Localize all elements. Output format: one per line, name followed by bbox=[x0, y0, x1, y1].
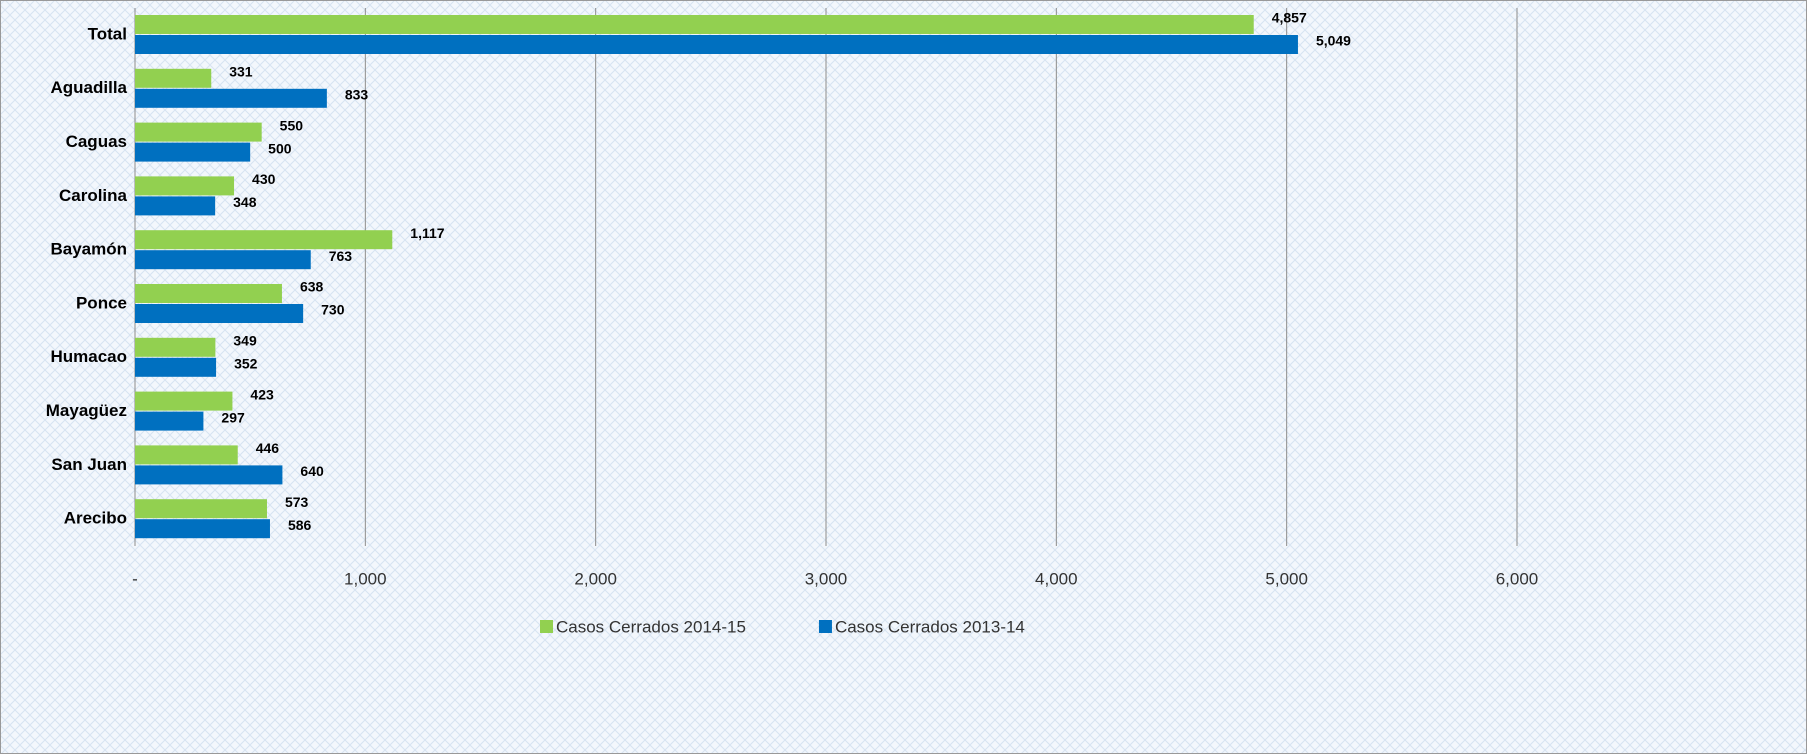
x-tick-label: 2,000 bbox=[574, 569, 617, 588]
bar bbox=[135, 88, 327, 108]
bar bbox=[135, 68, 212, 88]
x-tick-label: 1,000 bbox=[344, 569, 387, 588]
y-tick-label: Total bbox=[88, 24, 127, 43]
data-label: 348 bbox=[233, 194, 257, 210]
bar bbox=[135, 391, 233, 411]
data-label: 638 bbox=[300, 279, 324, 295]
data-label: 763 bbox=[329, 248, 353, 264]
x-tick-label: - bbox=[132, 569, 138, 588]
legend-label: Casos Cerrados 2013-14 bbox=[835, 617, 1025, 636]
bar bbox=[135, 499, 267, 519]
data-label: 5,049 bbox=[1316, 33, 1351, 49]
bar bbox=[135, 284, 282, 303]
bar bbox=[135, 176, 235, 196]
bar bbox=[135, 196, 216, 216]
data-label: 297 bbox=[221, 409, 245, 425]
bar bbox=[135, 35, 1298, 54]
x-tick-label: 6,000 bbox=[1496, 569, 1539, 588]
y-tick-label: Mayagüez bbox=[46, 401, 127, 420]
bar bbox=[135, 15, 1254, 34]
data-label: 331 bbox=[229, 64, 253, 80]
data-label: 352 bbox=[234, 356, 258, 372]
bar bbox=[135, 122, 262, 142]
data-label: 640 bbox=[300, 463, 324, 479]
bar bbox=[135, 465, 283, 485]
bar bbox=[135, 445, 238, 465]
legend-swatch bbox=[818, 620, 832, 633]
data-label: 430 bbox=[252, 171, 276, 187]
bar bbox=[135, 230, 393, 250]
data-label: 586 bbox=[288, 517, 312, 533]
legend-swatch bbox=[540, 620, 553, 633]
y-tick-label: Aguadilla bbox=[50, 78, 127, 97]
data-label: 573 bbox=[285, 494, 309, 510]
legend-label: Casos Cerrados 2014-15 bbox=[556, 617, 746, 636]
bar bbox=[135, 304, 304, 323]
data-label: 1,117 bbox=[410, 225, 444, 241]
data-label: 550 bbox=[280, 117, 304, 133]
y-tick-label: Caguas bbox=[66, 132, 127, 151]
bar bbox=[135, 142, 251, 162]
y-tick-label: Humacao bbox=[50, 347, 127, 366]
bar bbox=[135, 250, 311, 270]
data-label: 730 bbox=[321, 302, 345, 318]
x-tick-label: 4,000 bbox=[1035, 569, 1078, 588]
x-tick-label: 3,000 bbox=[805, 569, 848, 588]
bar bbox=[135, 357, 217, 377]
y-tick-label: Arecibo bbox=[64, 509, 127, 528]
y-tick-label: Carolina bbox=[59, 186, 128, 205]
data-label: 500 bbox=[268, 140, 292, 156]
data-label: 349 bbox=[233, 333, 257, 349]
data-label: 446 bbox=[256, 440, 280, 456]
y-tick-label: San Juan bbox=[51, 455, 127, 474]
bar bbox=[135, 337, 216, 357]
bar bbox=[135, 519, 270, 539]
data-label: 833 bbox=[345, 87, 369, 103]
data-label: 423 bbox=[250, 386, 274, 402]
data-label: 4,857 bbox=[1272, 10, 1307, 26]
bar bbox=[135, 411, 204, 431]
x-tick-label: 5,000 bbox=[1265, 569, 1308, 588]
y-tick-label: Bayamón bbox=[50, 240, 127, 259]
y-tick-label: Ponce bbox=[76, 293, 127, 312]
